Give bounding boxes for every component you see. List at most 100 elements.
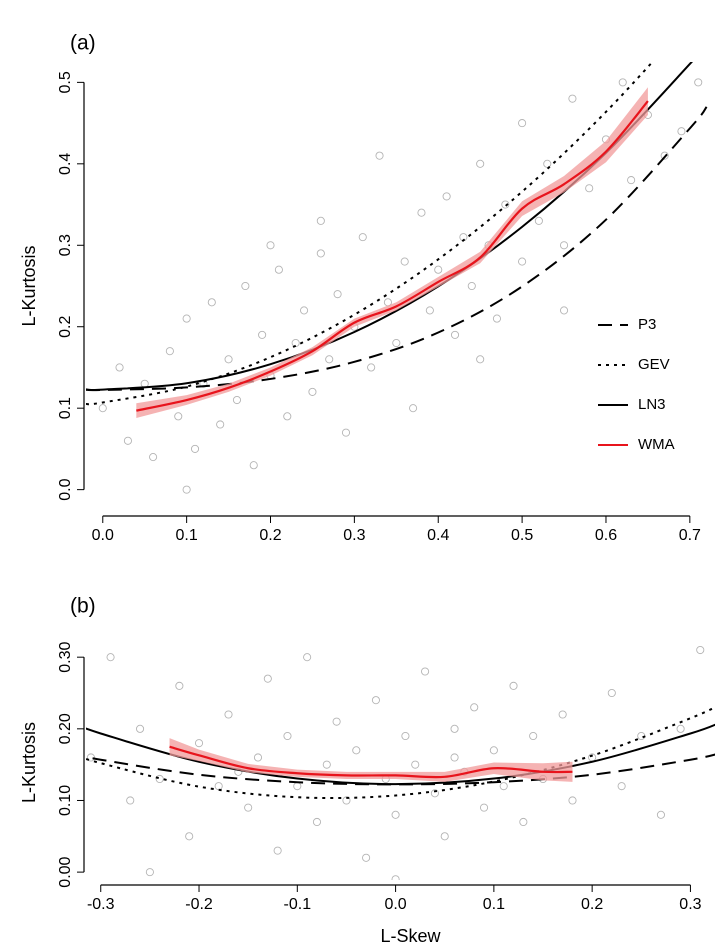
legend-label: GEV: [638, 356, 670, 373]
point: [342, 796, 351, 805]
curve: [86, 723, 715, 786]
point: [185, 832, 194, 841]
point: [559, 306, 569, 315]
point: [627, 176, 636, 185]
point: [106, 653, 115, 662]
point: [489, 746, 498, 755]
point: [392, 338, 401, 348]
y-axis-label: L-Kurtosis: [19, 245, 39, 326]
point: [694, 78, 703, 87]
y-tick-label: 0.30: [57, 642, 74, 673]
panel-title: (b): [70, 595, 96, 618]
point: [492, 314, 501, 323]
point: [175, 681, 184, 690]
point: [224, 355, 233, 364]
point: [155, 774, 164, 784]
point: [568, 796, 577, 805]
point: [291, 338, 300, 348]
x-axis-label: L-Skew: [380, 926, 441, 946]
point: [126, 796, 135, 805]
confidence-band: [136, 87, 648, 418]
point: [391, 875, 400, 880]
curve: [136, 100, 649, 412]
point: [618, 78, 627, 87]
point: [123, 436, 132, 445]
point: [293, 782, 302, 791]
point: [509, 681, 518, 690]
point: [182, 314, 191, 323]
point: [425, 306, 434, 315]
point: [216, 420, 225, 429]
point: [656, 810, 665, 819]
point: [529, 731, 538, 741]
point: [165, 347, 174, 356]
point: [501, 200, 510, 209]
point: [371, 696, 380, 705]
point: [450, 724, 459, 733]
point: [518, 257, 527, 266]
point: [145, 868, 154, 877]
point: [696, 645, 705, 655]
point: [411, 760, 420, 769]
point: [434, 265, 443, 274]
point: [283, 731, 292, 741]
x-tick-label: 0.5: [511, 527, 533, 544]
legend-label: LN3: [638, 396, 666, 413]
point: [207, 298, 216, 307]
x-tick-label: -0.2: [185, 896, 213, 913]
point: [362, 853, 371, 862]
point: [190, 444, 200, 453]
point: [258, 330, 267, 339]
x-tick-label: 0.4: [427, 527, 449, 544]
point: [519, 817, 528, 827]
y-axis-label: L-Kurtosis: [19, 722, 39, 803]
x-tick-label: 0.0: [384, 896, 406, 913]
point: [660, 151, 669, 160]
point: [401, 731, 410, 741]
point: [400, 257, 409, 266]
panel-title: (a): [70, 32, 96, 55]
point: [316, 249, 325, 258]
point: [232, 395, 242, 405]
point: [367, 363, 376, 372]
point: [391, 810, 400, 819]
plot-area: [86, 62, 708, 494]
point: [417, 208, 426, 217]
x-tick-label: 0.6: [595, 527, 617, 544]
point: [677, 127, 686, 136]
point: [375, 151, 384, 160]
point: [325, 355, 334, 364]
point: [274, 265, 283, 274]
point: [249, 461, 258, 470]
point: [450, 330, 460, 339]
point: [534, 216, 543, 225]
x-tick-label: 0.2: [581, 896, 603, 913]
point: [303, 653, 312, 662]
plot-area: [86, 645, 715, 880]
point: [421, 667, 430, 676]
x-tick-label: 0.7: [679, 527, 701, 544]
point: [476, 159, 485, 168]
curve: [86, 106, 708, 392]
point: [253, 753, 263, 762]
y-tick-label: 0.10: [57, 785, 74, 816]
point: [136, 724, 145, 733]
x-tick-label: 0.3: [679, 896, 701, 913]
point: [86, 753, 95, 762]
point: [559, 241, 569, 250]
point: [214, 782, 223, 791]
point: [174, 412, 183, 421]
point: [543, 159, 552, 168]
point: [479, 803, 489, 812]
point: [194, 739, 204, 748]
point: [470, 703, 479, 712]
point: [333, 290, 342, 299]
point: [300, 306, 309, 315]
point: [273, 846, 282, 855]
point: [617, 782, 626, 791]
curve: [86, 62, 654, 406]
x-tick-label: 0.0: [92, 527, 114, 544]
point: [358, 233, 367, 242]
x-tick-label: -0.1: [284, 896, 312, 913]
point: [182, 485, 191, 494]
